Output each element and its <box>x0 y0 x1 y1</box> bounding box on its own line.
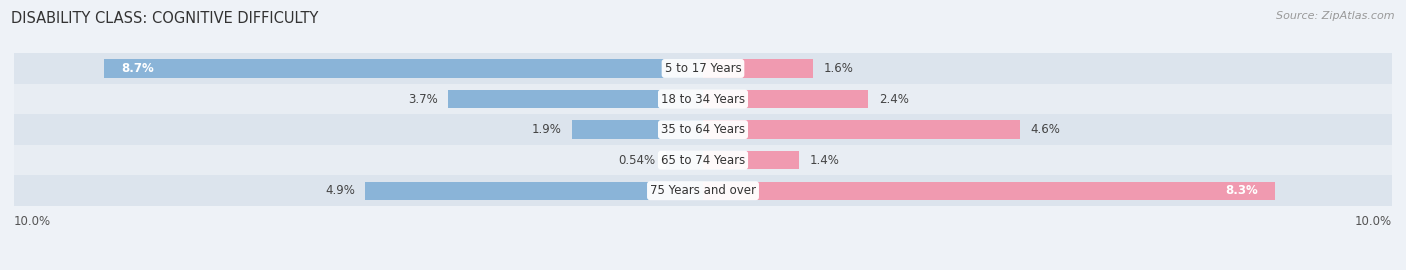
Bar <box>449 90 703 108</box>
Bar <box>14 84 1392 114</box>
Bar <box>703 90 869 108</box>
Bar <box>14 176 1392 206</box>
Bar <box>703 59 813 78</box>
Text: 1.4%: 1.4% <box>810 154 839 167</box>
Bar <box>666 151 703 169</box>
Bar <box>703 181 1275 200</box>
Bar <box>104 59 703 78</box>
Text: 2.4%: 2.4% <box>879 93 908 106</box>
Text: DISABILITY CLASS: COGNITIVE DIFFICULTY: DISABILITY CLASS: COGNITIVE DIFFICULTY <box>11 11 319 26</box>
Bar <box>703 151 800 169</box>
Text: 10.0%: 10.0% <box>1355 215 1392 228</box>
Text: 0.54%: 0.54% <box>619 154 655 167</box>
Legend: Male, Female: Male, Female <box>637 266 769 270</box>
Text: 75 Years and over: 75 Years and over <box>650 184 756 197</box>
Text: 4.6%: 4.6% <box>1031 123 1060 136</box>
Text: 65 to 74 Years: 65 to 74 Years <box>661 154 745 167</box>
Text: 8.7%: 8.7% <box>121 62 153 75</box>
Text: 1.9%: 1.9% <box>531 123 562 136</box>
Text: 3.7%: 3.7% <box>408 93 437 106</box>
Text: 35 to 64 Years: 35 to 64 Years <box>661 123 745 136</box>
Bar <box>703 120 1019 139</box>
Bar <box>14 114 1392 145</box>
Bar <box>14 145 1392 176</box>
Text: 1.6%: 1.6% <box>824 62 853 75</box>
Bar <box>366 181 703 200</box>
Text: 18 to 34 Years: 18 to 34 Years <box>661 93 745 106</box>
Text: 10.0%: 10.0% <box>14 215 51 228</box>
Text: 5 to 17 Years: 5 to 17 Years <box>665 62 741 75</box>
Bar <box>572 120 703 139</box>
Text: Source: ZipAtlas.com: Source: ZipAtlas.com <box>1277 11 1395 21</box>
Text: 8.3%: 8.3% <box>1225 184 1257 197</box>
Bar <box>14 53 1392 84</box>
Text: 4.9%: 4.9% <box>325 184 356 197</box>
